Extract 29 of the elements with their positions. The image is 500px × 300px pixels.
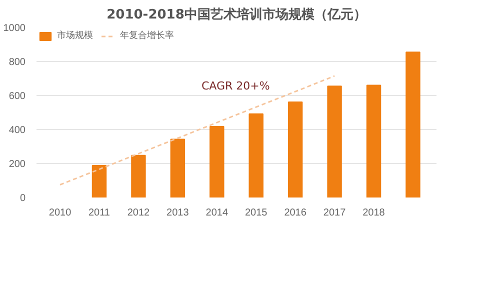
y-tick-label: 1000 bbox=[3, 23, 26, 34]
line-series bbox=[59, 75, 336, 186]
x-tick-label: 2013 bbox=[166, 208, 190, 218]
x-tick-label: 2015 bbox=[244, 208, 268, 218]
annotation: CAGR 20+% bbox=[202, 80, 270, 92]
y-tick-label: 400 bbox=[8, 125, 26, 136]
bar bbox=[92, 165, 107, 198]
x-tick-label: 2011 bbox=[88, 208, 110, 218]
x-tick-label: 2010 bbox=[48, 208, 72, 218]
x-tick-label: 2017 bbox=[323, 208, 346, 218]
y-tick-label: 600 bbox=[8, 91, 26, 102]
bar bbox=[406, 52, 420, 198]
x-tick-label: 2018 bbox=[362, 208, 386, 218]
bar bbox=[210, 126, 224, 198]
bar bbox=[170, 138, 186, 198]
legend-label: 市场规模 bbox=[57, 29, 93, 42]
bar bbox=[131, 154, 146, 198]
x-tick-label: 2016 bbox=[284, 208, 307, 218]
bar bbox=[327, 86, 342, 198]
x-tick-label: 2014 bbox=[206, 208, 228, 218]
chart-title: 2010-2018中国艺术培训市场规模（亿元） bbox=[106, 6, 366, 22]
x-tick-label: 2012 bbox=[127, 208, 150, 218]
bar bbox=[248, 113, 264, 198]
bar bbox=[288, 101, 303, 198]
y-tick-label: 800 bbox=[8, 57, 26, 68]
y-tick-label: 200 bbox=[8, 159, 26, 170]
bar bbox=[366, 84, 382, 198]
y-tick-label: 0 bbox=[20, 193, 26, 204]
legend-label: 年复合增长率 bbox=[120, 29, 174, 42]
